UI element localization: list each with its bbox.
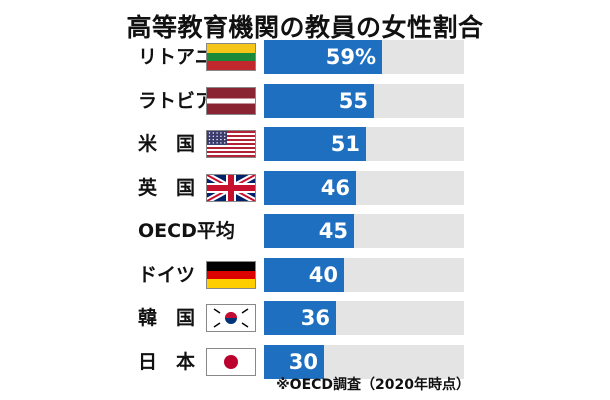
bar <box>264 170 356 205</box>
category-label: ラトビア <box>138 89 215 112</box>
japan-flag <box>206 347 256 376</box>
source-note: ※OECD調査（2020年時点） <box>276 377 470 393</box>
korea-flag <box>206 304 256 332</box>
bar-row: リトアニア 59% <box>0 38 610 76</box>
bar <box>264 301 336 335</box>
category-label: 韓 国 <box>138 307 196 329</box>
usa-flag <box>206 130 256 158</box>
category-label: 英 国 <box>138 176 196 199</box>
bar <box>264 344 324 379</box>
value-label: 45 <box>318 219 348 243</box>
bar <box>264 257 344 292</box>
bar-row: 日 本 30 <box>0 343 610 381</box>
category-label: 日 本 <box>138 350 196 373</box>
value-label: 59% <box>325 45 376 69</box>
bar <box>264 83 374 118</box>
bar-row: 英 国 46 <box>0 169 610 207</box>
category-label: ドイツ <box>138 263 196 286</box>
bar-row: OECD平均 45 <box>0 212 610 250</box>
category-label: OECD平均 <box>138 220 235 242</box>
bar <box>264 127 366 161</box>
value-label: 36 <box>300 306 330 330</box>
lithuania-flag <box>206 43 256 71</box>
bar-row: ドイツ 40 <box>0 256 610 294</box>
category-label: 米 国 <box>138 133 196 155</box>
bar <box>264 40 382 74</box>
bar <box>264 214 354 248</box>
value-label: 46 <box>320 175 350 200</box>
bar-row: ラトビア 55 <box>0 82 610 120</box>
bar-row: 韓 国 36 <box>0 299 610 337</box>
value-label: 55 <box>338 88 368 113</box>
chart-title: 高等教育機関の教員の女性割合 <box>126 13 484 42</box>
latvia-flag <box>206 86 256 115</box>
germany-flag <box>206 260 256 289</box>
bar-row: 米 国 51 <box>0 125 610 163</box>
value-label: 30 <box>288 349 318 374</box>
value-label: 40 <box>308 262 338 287</box>
uk-flag <box>206 173 256 202</box>
value-label: 51 <box>330 132 360 156</box>
